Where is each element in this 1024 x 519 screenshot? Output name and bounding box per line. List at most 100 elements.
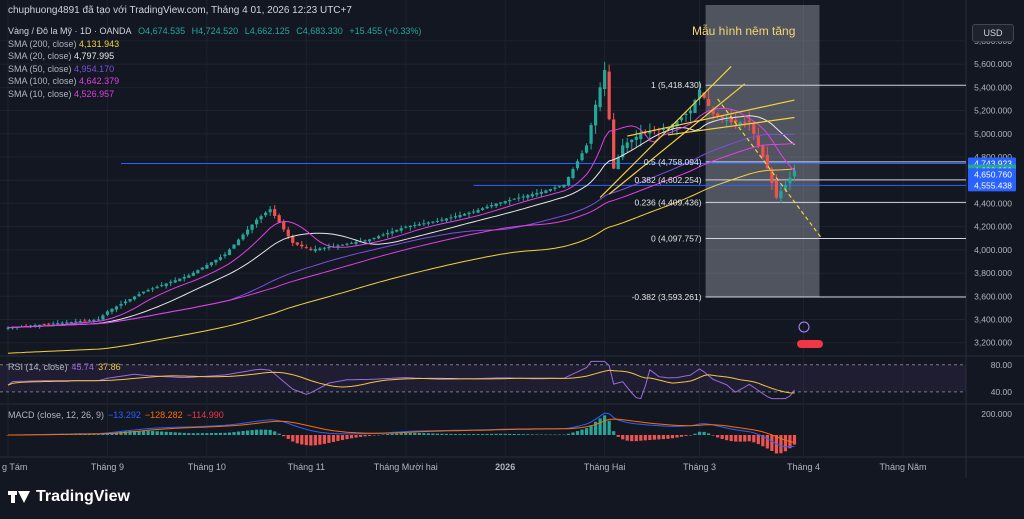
macd-histogram-bar bbox=[146, 430, 150, 435]
macd-histogram-bar bbox=[282, 435, 286, 437]
rsi-legend[interactable]: RSI (14, close) 45.74 37.86 bbox=[8, 362, 121, 372]
candle bbox=[295, 242, 299, 245]
candle bbox=[205, 264, 209, 269]
macd-histogram-bar bbox=[363, 435, 367, 437]
candle bbox=[368, 239, 372, 242]
candle bbox=[291, 236, 295, 243]
legend-sma-20[interactable]: SMA (20, close) 4,797.995 bbox=[8, 51, 115, 61]
macd-histogram-bar bbox=[607, 420, 611, 435]
macd-histogram-bar bbox=[386, 434, 390, 435]
macd-histogram-bar bbox=[372, 435, 376, 436]
macd-histogram-bar bbox=[725, 435, 729, 441]
candle bbox=[187, 275, 191, 278]
candle bbox=[227, 249, 232, 256]
candle bbox=[530, 194, 534, 197]
candle bbox=[386, 233, 390, 235]
tradingview-logo[interactable]: TradingView bbox=[8, 488, 130, 506]
macd-histogram-bar bbox=[327, 435, 331, 443]
candle bbox=[255, 219, 259, 225]
macd-histogram-bar bbox=[499, 433, 503, 435]
candle bbox=[697, 89, 702, 99]
macd-histogram-bar bbox=[241, 431, 245, 435]
legend-sma-200[interactable]: SMA (200, close) 4,131.943 bbox=[8, 38, 120, 49]
macd-histogram-bar bbox=[354, 435, 358, 438]
macd-histogram-bar bbox=[720, 435, 724, 439]
candle bbox=[60, 322, 64, 324]
candle bbox=[101, 315, 105, 320]
candle bbox=[702, 92, 706, 98]
candle bbox=[377, 236, 381, 239]
macd-histogram-bar bbox=[390, 433, 394, 435]
macd-histogram-bar bbox=[485, 433, 489, 435]
candle bbox=[277, 215, 281, 223]
ohlc-change: +15.455 (+0.33%) bbox=[349, 26, 422, 36]
macd-histogram-bar bbox=[747, 435, 751, 442]
macd-histogram-bar bbox=[688, 435, 693, 436]
candle bbox=[268, 209, 272, 213]
macd-histogram-bar bbox=[603, 415, 607, 435]
candle bbox=[151, 288, 155, 290]
time-tick-label: Tháng 9 bbox=[91, 462, 124, 472]
candle bbox=[69, 321, 73, 323]
candle bbox=[548, 189, 552, 191]
macd-histogram-bar bbox=[557, 434, 562, 436]
candle bbox=[322, 247, 326, 249]
candle bbox=[707, 98, 711, 106]
candle bbox=[354, 242, 358, 244]
economic-event-icon bbox=[797, 340, 823, 348]
macd-histogram-bar bbox=[765, 435, 769, 449]
macd-histogram-bar bbox=[318, 435, 322, 445]
candle bbox=[431, 221, 435, 223]
macd-histogram-bar bbox=[395, 433, 399, 435]
macd-histogram-bar bbox=[431, 433, 435, 435]
macd-histogram-bar bbox=[426, 433, 430, 435]
fib-labels: 1 (5,418.430) 0.5 (4,758.094) 0.382 (4,602… bbox=[632, 80, 702, 302]
legend-sma-50[interactable]: SMA (50, close) 4,954.170 bbox=[8, 63, 115, 74]
symbol-label: Vàng / Đô la Mỹ · 1D · OANDA bbox=[8, 26, 132, 36]
currency-button[interactable]: USD bbox=[972, 24, 1014, 42]
macd-level-label: 200.000 bbox=[981, 409, 1012, 419]
sma-100-line bbox=[7, 142, 795, 329]
macd-histogram-bar bbox=[738, 435, 742, 442]
macd-histogram-bar bbox=[232, 432, 236, 435]
candle bbox=[96, 319, 100, 321]
macd-histogram-bar bbox=[779, 435, 783, 454]
macd-histogram-bar bbox=[218, 432, 223, 435]
macd-legend[interactable]: MACD (close, 12, 26, 9) −13.292 −128.282 −1… bbox=[8, 410, 224, 420]
price-tag-label: 4,743.923 bbox=[974, 158, 1012, 168]
time-tick-label: Tháng 11 bbox=[288, 462, 325, 472]
brand-name: TradingView bbox=[36, 488, 130, 505]
macd-histogram-bar bbox=[96, 434, 100, 435]
candle bbox=[218, 257, 223, 260]
time-axis: g Tám Tháng 9 Tháng 10 Tháng 11 Tháng Mười h… bbox=[2, 462, 926, 472]
candle bbox=[440, 219, 444, 221]
candle bbox=[110, 308, 114, 312]
candle bbox=[83, 320, 87, 322]
candle bbox=[78, 321, 82, 323]
legend-sma-100[interactable]: SMA (100, close) 4,642.379 bbox=[8, 76, 120, 86]
symbol-row: Vàng / Đô la Mỹ · 1D · OANDA O4,674.535 … bbox=[8, 25, 425, 38]
candle bbox=[214, 259, 218, 263]
candle bbox=[788, 177, 792, 184]
macd-histogram-bar bbox=[661, 435, 665, 440]
macd-pane: 200.000 bbox=[6, 409, 1012, 454]
legend-sma-10[interactable]: SMA (10, close) 4,526.957 bbox=[8, 88, 115, 99]
macd-histogram-bar bbox=[756, 435, 760, 445]
macd-histogram-bar bbox=[521, 434, 525, 435]
candle bbox=[381, 234, 385, 236]
candle bbox=[223, 254, 227, 257]
macd-histogram-bar bbox=[584, 428, 589, 435]
tradingview-logo-icon bbox=[8, 491, 30, 503]
macd-histogram-bar bbox=[530, 434, 534, 435]
candle bbox=[449, 217, 453, 219]
candle bbox=[566, 176, 571, 186]
candle bbox=[173, 280, 177, 283]
time-tick-label: Tháng Năm bbox=[879, 462, 926, 472]
macd-histogram-bar bbox=[331, 435, 336, 442]
candle bbox=[580, 153, 584, 161]
macd-histogram-bar bbox=[200, 433, 204, 435]
macd-histogram-bar bbox=[639, 435, 643, 441]
macd-histogram-bar bbox=[508, 433, 512, 435]
candle bbox=[661, 128, 665, 130]
